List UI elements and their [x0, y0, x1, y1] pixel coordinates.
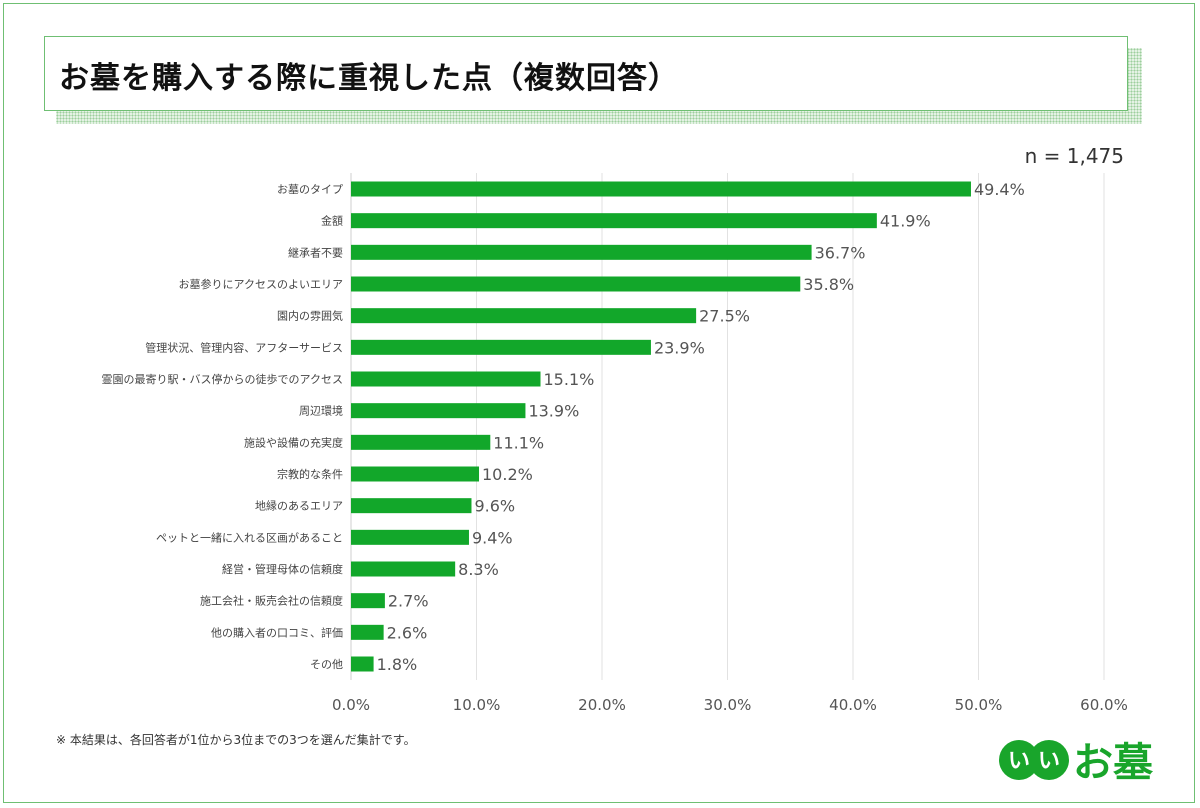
category-label: 施設や設備の充実度	[244, 435, 343, 449]
bar	[351, 276, 801, 292]
chart-title: お墓を購入する際に重視した点（複数回答）	[59, 61, 679, 96]
bar	[351, 593, 385, 609]
category-label: 経営・管理母体の信頼度	[222, 562, 343, 576]
title-box: お墓を購入する際に重視した点（複数回答）	[44, 36, 1128, 111]
data-label: 9.6%	[474, 497, 515, 516]
bar	[351, 656, 374, 672]
category-label: 他の購入者の口コミ、評価	[211, 625, 343, 639]
category-label: 地縁のあるエリア	[255, 499, 343, 513]
bar	[351, 181, 971, 197]
data-label: 10.2%	[482, 465, 533, 484]
bar	[351, 403, 526, 419]
footnote: ※ 本結果は、各回答者が1位から3位までの3つを選んだ集計です。	[56, 733, 416, 747]
bar	[351, 561, 456, 577]
bar	[351, 434, 491, 450]
bar	[351, 308, 697, 324]
data-label: 27.5%	[699, 307, 750, 326]
bar	[351, 339, 651, 355]
category-label: 園内の雰囲気	[277, 309, 343, 323]
data-label: 41.9%	[880, 212, 931, 231]
x-tick-label: 0.0%	[332, 696, 370, 714]
bar	[351, 624, 384, 640]
data-label: 1.8%	[377, 655, 418, 674]
data-label: 2.7%	[388, 592, 429, 611]
bar	[351, 371, 541, 387]
data-label: 23.9%	[654, 338, 705, 357]
data-label: 13.9%	[528, 402, 579, 421]
data-label: 49.4%	[974, 180, 1025, 199]
x-tick-label: 50.0%	[955, 696, 1003, 714]
category-label: ペットと一緒に入れる区画があること	[156, 530, 343, 544]
x-tick-label: 10.0%	[453, 696, 501, 714]
data-label: 35.8%	[803, 275, 854, 294]
category-label: 宗教的な条件	[277, 467, 343, 481]
category-label: 継承者不要	[288, 245, 343, 259]
iiohaka-logo: い い お墓	[999, 740, 1154, 783]
category-label: 管理状況、管理内容、アフターサービス	[145, 340, 343, 354]
sample-size: n = 1,475	[1024, 144, 1124, 168]
category-label: お墓参りにアクセスのよいエリア	[179, 277, 343, 291]
x-tick-label: 40.0%	[829, 696, 877, 714]
x-tick-label: 20.0%	[578, 696, 626, 714]
chart-frame	[3, 3, 1195, 803]
bar	[351, 529, 469, 545]
category-label: お墓のタイプ	[277, 183, 343, 196]
data-label: 11.1%	[493, 433, 544, 452]
category-label: 金額	[321, 214, 343, 228]
bar	[351, 498, 472, 514]
category-label: 周辺環境	[299, 404, 343, 418]
data-label: 8.3%	[458, 560, 499, 579]
data-label: 15.1%	[544, 370, 595, 389]
data-label: 36.7%	[815, 243, 866, 262]
svg-text:い: い	[1038, 749, 1060, 774]
category-label: 霊園の最寄り駅・バス停からの徒歩でのアクセス	[102, 372, 343, 386]
data-label: 2.6%	[387, 623, 428, 642]
category-label: その他	[310, 658, 343, 671]
bar	[351, 213, 877, 229]
bar	[351, 244, 812, 260]
bar	[351, 466, 480, 482]
x-tick-label: 30.0%	[704, 696, 752, 714]
svg-text:お墓: お墓	[1073, 740, 1154, 783]
category-label: 施工会社・販売会社の信頼度	[200, 594, 343, 608]
svg-text:い: い	[1008, 749, 1030, 774]
x-tick-label: 60.0%	[1080, 696, 1128, 714]
data-label: 9.4%	[472, 528, 513, 547]
